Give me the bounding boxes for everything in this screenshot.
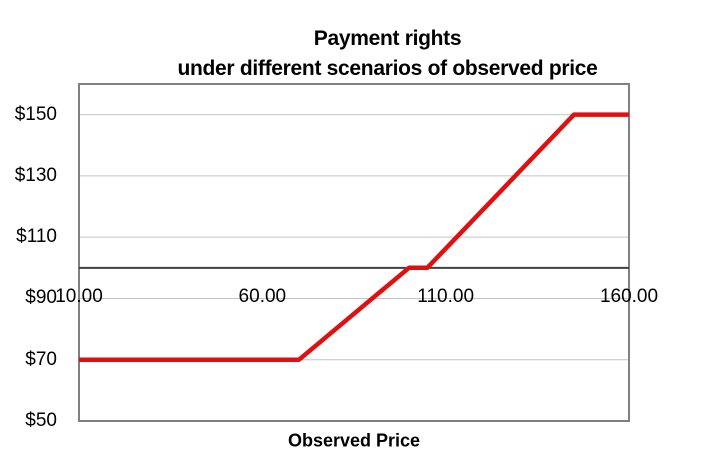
y-tick-label: $90 — [25, 287, 57, 309]
x-axis-title: Observed Price — [287, 430, 421, 451]
y-tick-label: $110 — [16, 226, 57, 248]
y-tick-label: $130 — [14, 164, 57, 186]
y-tick-label: $150 — [14, 103, 57, 125]
chart-title-block: Payment rights under different scenarios… — [0, 24, 709, 84]
x-tick-label: 160.00 — [599, 285, 659, 307]
chart-title: Payment rights — [313, 27, 462, 50]
x-tick-label: 60.00 — [238, 285, 287, 307]
series-line-payment-rights — [79, 112, 629, 362]
x-tick-label: 110.00 — [417, 285, 475, 307]
y-tick-label: $70 — [25, 348, 57, 370]
chart-subtitle: under different scenarios of observed pr… — [177, 57, 598, 80]
y-tick-label: $50 — [25, 410, 57, 431]
plot-border — [78, 83, 630, 422]
x-tick-label: 10.00 — [55, 285, 103, 307]
